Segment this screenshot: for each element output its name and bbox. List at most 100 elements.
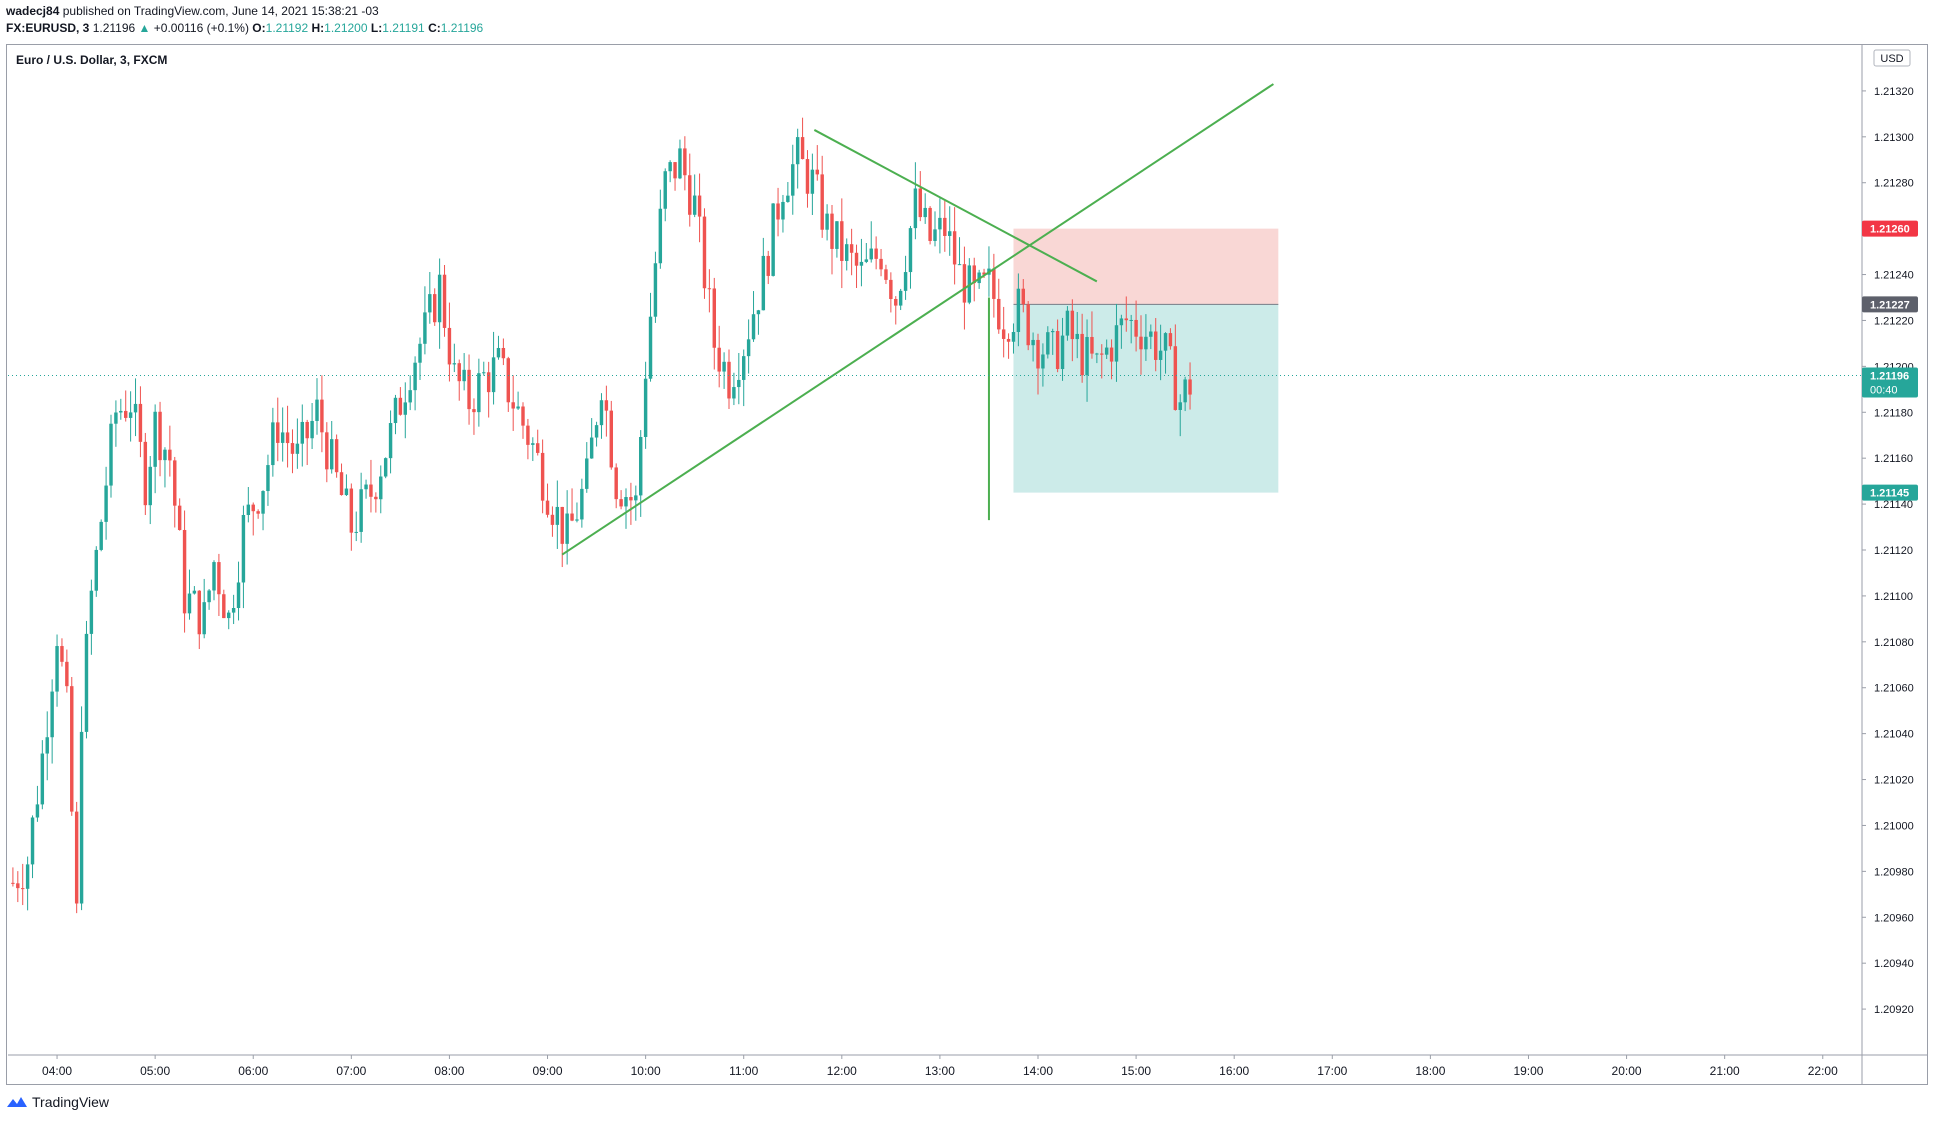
candle-body [472,409,476,413]
candle-body [521,406,525,426]
candle-body [65,661,69,687]
chart-frame[interactable] [6,44,1928,1085]
candle-body [295,443,300,454]
candle-body [673,162,677,179]
symbol-info: FX:EURUSD, 3 1.21196 ▲ +0.00116 (+0.1%) … [6,21,483,35]
candle-body [928,207,932,241]
candle-body [1104,347,1109,355]
candle-body [864,259,869,262]
y-tick-label: 1.21320 [1874,86,1914,98]
candle-body [1026,304,1030,346]
candle-body [207,590,211,603]
candle-body [545,500,550,515]
candle-body [1158,350,1163,360]
candle-body [526,425,530,445]
price-tag-target [1862,484,1918,501]
candle-body [952,231,957,265]
symbol: FX:EURUSD, 3 [6,21,90,35]
candle-body [423,312,427,344]
candle-body [1119,318,1124,326]
candle-body [1163,333,1168,351]
candle-body [1060,335,1065,370]
candle-body [320,399,324,433]
candle-body [168,449,172,461]
y-tick-label: 1.21120 [1874,545,1913,557]
candle-body [869,248,873,260]
candle-body [619,499,623,507]
candle-body [575,519,579,521]
candle-body [182,529,187,614]
price-tag-label: 1.21145 [1870,488,1909,500]
candle-body [697,195,702,217]
candle-body [432,294,437,323]
candle-body [825,213,829,230]
candle-body [997,298,1001,330]
candle-body [212,562,216,591]
candle-body [467,369,471,410]
y-tick-label: 1.20920 [1874,1004,1914,1016]
candle-body [231,608,236,613]
candle-body [658,208,663,264]
candle-body [540,452,545,501]
candle-body [173,460,177,506]
y-tick-label: 1.21100 [1874,591,1913,603]
publish-text: published on TradingView.com, June 14, 2… [62,4,379,18]
candle-body [1178,402,1182,410]
candle-body [1070,310,1075,340]
candle-body [25,864,30,889]
footer-brand[interactable]: TradingView [6,1094,109,1110]
candle-body [629,497,633,501]
candle-body [1095,353,1099,355]
candle-body [128,412,133,418]
candle-body [202,602,206,635]
candle-body [418,343,422,363]
x-tick-label: 09:00 [533,1064,563,1078]
open-value: 1.21192 [265,21,309,35]
y-tick-label: 1.21240 [1874,270,1914,282]
candle-body [854,252,859,266]
close-label: C: [428,21,441,35]
candle-body [903,272,908,291]
candle-body [702,216,707,289]
y-tick-label: 1.20980 [1874,866,1914,878]
candle-body [800,137,805,160]
x-tick-label: 05:00 [140,1064,170,1078]
candle-body [947,231,952,236]
candle-body [1129,319,1133,321]
candle-body [992,268,996,299]
x-tick-label: 14:00 [1023,1064,1053,1078]
candle-body [477,373,481,413]
candle-body [589,437,594,459]
candle-body [1188,379,1192,395]
candle-body [1050,331,1055,333]
currency-label: USD [1880,53,1903,65]
x-tick-label: 08:00 [434,1064,464,1078]
candle-body [678,148,682,179]
high-value: 1.21200 [324,21,368,35]
author-name[interactable]: wadecj84 [6,4,60,18]
x-tick-label: 10:00 [631,1064,661,1078]
candle-body [133,403,138,413]
price-tag-stop [1862,220,1918,237]
candle-body [717,347,721,372]
close-value: 1.21196 [440,21,484,35]
candle-body [1124,318,1129,321]
y-tick-label: 1.21180 [1874,407,1913,419]
candle-body [1046,332,1050,355]
candle-body [148,466,152,506]
candle-body [580,488,584,520]
candle-body [962,264,967,303]
candle-body [197,590,202,635]
candle-body [70,686,74,812]
candle-body [511,402,515,409]
candle-body [45,737,49,754]
candle-body [30,817,35,865]
candle-body [379,476,383,500]
candle-body [344,488,349,496]
candle-body [565,513,569,544]
candle-body [737,379,741,388]
brand-name: TradingView [32,1094,110,1110]
last-price: 1.21196 [92,21,136,35]
candle-body [624,497,628,507]
